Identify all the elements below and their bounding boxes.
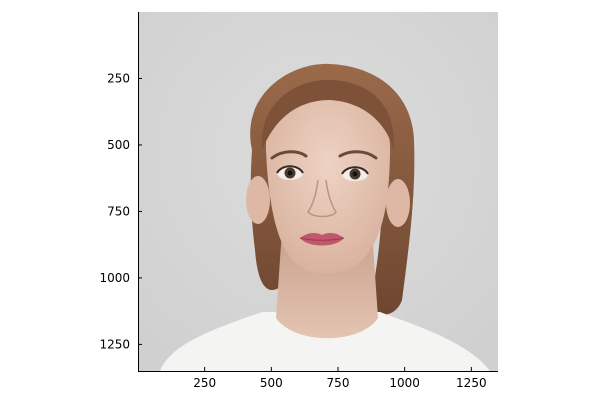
left-eyebrow (270, 150, 308, 160)
right-pupil (352, 171, 358, 177)
face (265, 92, 391, 274)
x-tick-label: 250 (193, 376, 216, 390)
right-eyebrow (338, 150, 378, 160)
y-tick-label: 500 (107, 138, 130, 152)
x-tick-label: 1250 (456, 376, 487, 390)
portrait-photo (138, 12, 498, 371)
y-tick-label: 250 (107, 71, 130, 85)
left-pupil (287, 170, 293, 176)
lips (300, 233, 344, 246)
x-tick-label: 1000 (389, 376, 420, 390)
left-ear (246, 176, 270, 224)
x-tick-label: 500 (260, 376, 283, 390)
y-tick-label: 750 (107, 204, 130, 218)
x-axis-ticks: 250 500 750 1000 1250 (193, 367, 487, 390)
nose (307, 179, 337, 218)
right-ear (386, 179, 410, 227)
hair-front (261, 79, 395, 150)
y-tick-label: 1000 (99, 271, 130, 285)
y-tick-label: 1250 (99, 337, 130, 351)
axes (138, 12, 498, 372)
y-axis-ticks: 250 500 750 1000 1250 (99, 71, 142, 351)
x-tick-label: 750 (327, 376, 350, 390)
shirt (160, 312, 490, 371)
